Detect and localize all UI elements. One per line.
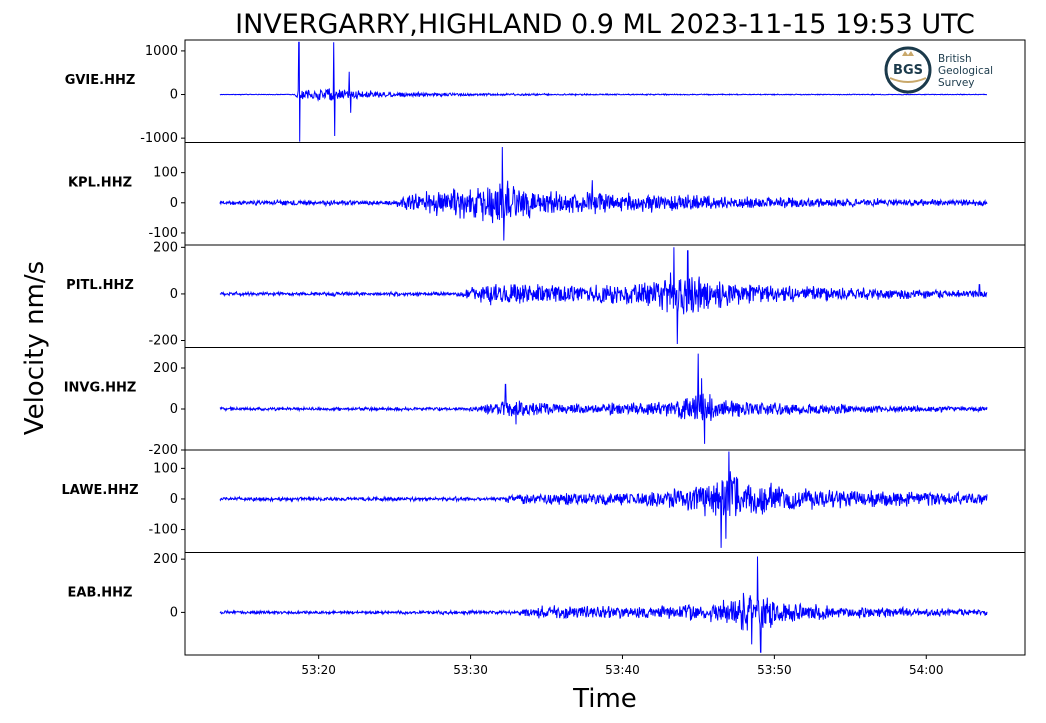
y-tick-label: 1000 xyxy=(145,44,178,59)
panel-1: 100 0 -100 KPL.HHZ xyxy=(68,142,1026,246)
waveform-trace xyxy=(219,146,988,241)
panel-5: 200 0 EAB.HHZ xyxy=(68,552,1026,656)
x-tick-label: 53:40 xyxy=(605,663,640,677)
bgs-logo-crown-icon xyxy=(902,51,914,56)
waveform-trace xyxy=(219,247,988,345)
y-tick-label: 0 xyxy=(170,287,178,302)
station-label: PITL.HHZ xyxy=(66,278,134,293)
bgs-logo-abbr: BGS xyxy=(893,63,923,78)
station-label: EAB.HHZ xyxy=(68,586,133,601)
y-tick-label: -1000 xyxy=(140,131,178,146)
panel-frame xyxy=(184,347,1026,451)
y-tick-label: 200 xyxy=(153,361,178,376)
x-axis-title: Time xyxy=(572,684,637,714)
y-tick-label: 100 xyxy=(153,461,178,476)
y-tick-label: 0 xyxy=(170,605,178,620)
panel-frame xyxy=(184,552,1026,656)
y-tick-label: 0 xyxy=(170,492,178,507)
waveform-trace xyxy=(219,556,988,653)
station-label: LAWE.HHZ xyxy=(61,483,138,498)
panel-4: 100 0 -100 LAWE.HHZ xyxy=(61,449,1026,553)
y-tick-label: -200 xyxy=(148,443,178,458)
y-tick-label: 200 xyxy=(153,240,178,255)
panel-2: 200 0 -200 PITL.HHZ xyxy=(66,240,1026,349)
panels-group: 10000-1000GVIE.HHZ1000-100KPL.HHZ2000-20… xyxy=(61,39,1026,656)
panel-3: 200 0 -200 INVG.HHZ xyxy=(64,347,1026,458)
panel-frame xyxy=(184,244,1026,348)
x-tick-label: 53:30 xyxy=(453,663,488,677)
waveform-trace xyxy=(219,41,987,142)
bgs-logo-line-1: British xyxy=(938,53,972,65)
x-tick-label: 54:00 xyxy=(909,663,944,677)
bgs-logo-line-2: Geological xyxy=(938,65,993,77)
panel-0: 1000 0 -1000 GVIE.HHZ xyxy=(65,39,1026,146)
station-label: GVIE.HHZ xyxy=(65,73,136,88)
y-axis-title: Velocity nm/s xyxy=(20,261,50,435)
waveform-trace xyxy=(219,353,988,444)
waveform-trace xyxy=(219,451,988,548)
bgs-logo-wave xyxy=(889,77,927,83)
y-tick-label: -100 xyxy=(148,523,178,538)
bgs-logo-line-3: Survey xyxy=(938,77,975,89)
y-tick-label: -100 xyxy=(148,226,178,241)
bgs-logo: BGS British Geological Survey xyxy=(884,46,993,94)
chart-title: INVERGARRY,HIGHLAND 0.9 ML 2023-11-15 19… xyxy=(235,9,975,40)
y-tick-label: -200 xyxy=(148,334,178,349)
y-tick-label: 200 xyxy=(153,552,178,567)
station-label: INVG.HHZ xyxy=(64,381,137,396)
bgs-logo-ring xyxy=(884,46,932,94)
station-label: KPL.HHZ xyxy=(68,176,132,191)
x-tick-label: 53:50 xyxy=(757,663,792,677)
y-tick-label: 0 xyxy=(170,196,178,211)
panel-frame xyxy=(184,142,1026,246)
y-tick-label: 0 xyxy=(170,402,178,417)
x-axis: 53:20 53:30 53:40 53:50 54:00 xyxy=(301,655,944,677)
y-tick-label: 0 xyxy=(170,88,178,103)
y-tick-label: 100 xyxy=(153,166,178,181)
x-tick-label: 53:20 xyxy=(301,663,336,677)
